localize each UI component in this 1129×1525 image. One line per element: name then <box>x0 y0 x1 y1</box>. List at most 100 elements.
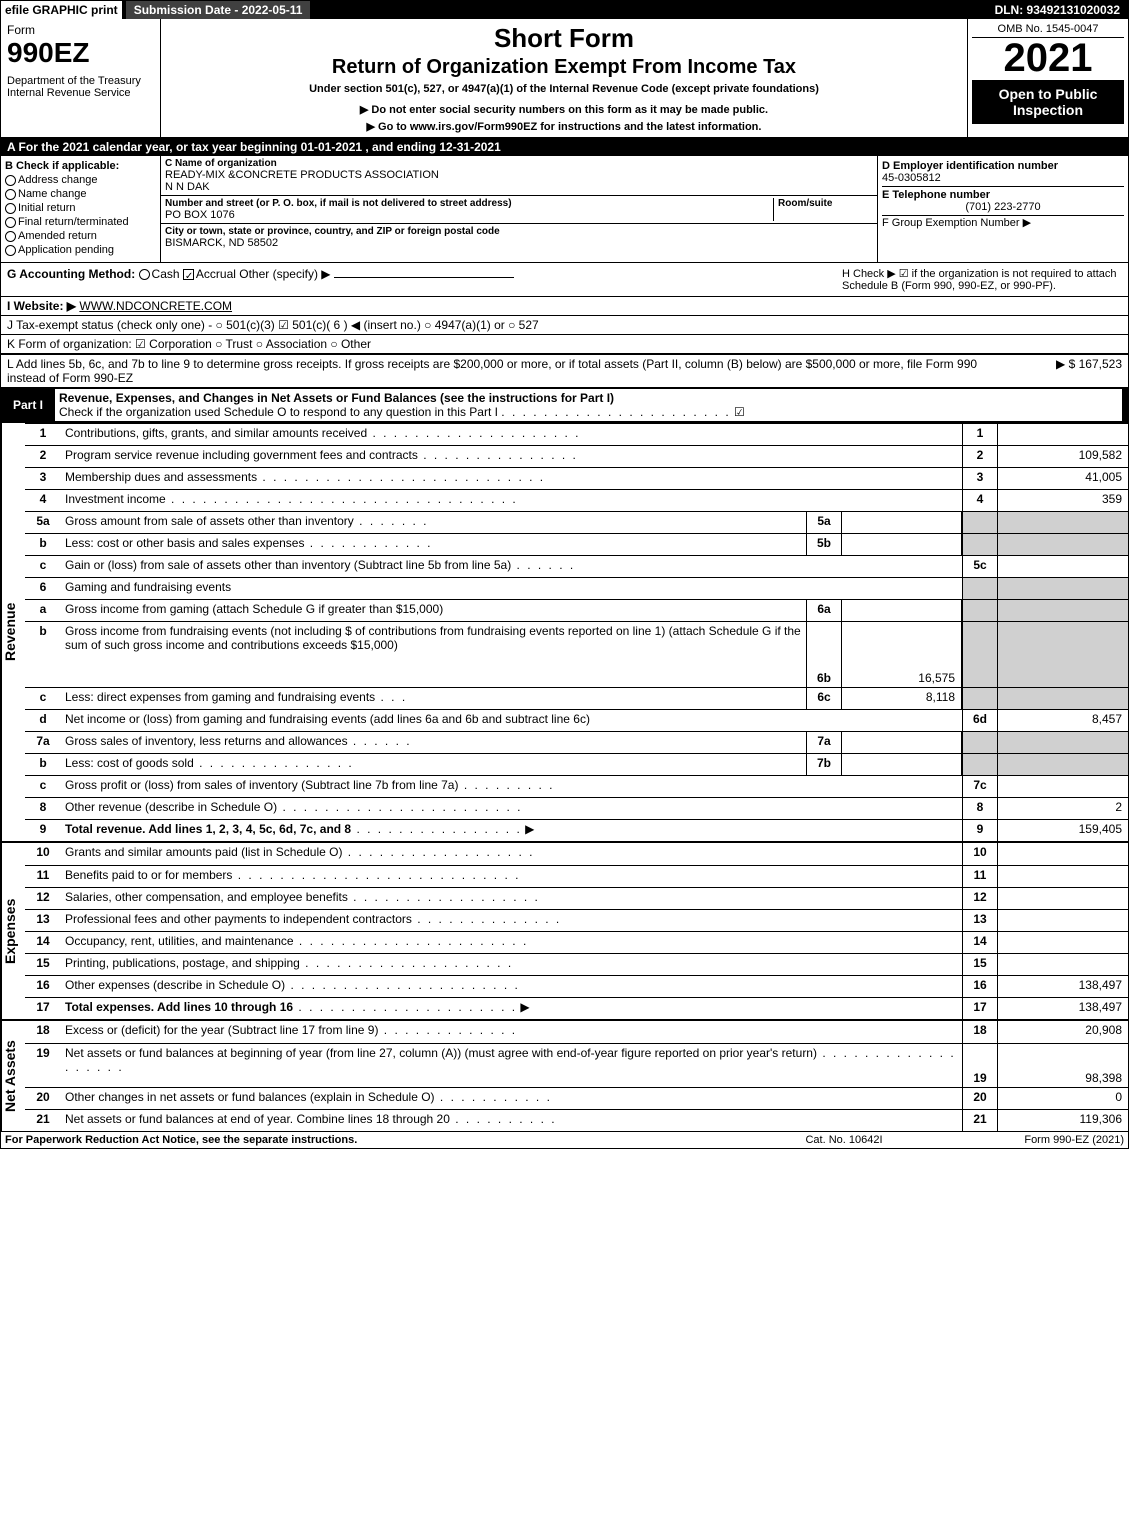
chk-application-pending[interactable]: Application pending <box>5 244 156 256</box>
accounting-cash: Cash <box>152 267 180 281</box>
part-i-header: Part I Revenue, Expenses, and Changes in… <box>1 387 1128 423</box>
row-j: J Tax-exempt status (check only one) - ○… <box>1 315 1128 334</box>
col-b: B Check if applicable: Address change Na… <box>1 156 161 262</box>
line-17: 17 Total expenses. Add lines 10 through … <box>25 997 1128 1019</box>
dln: DLN: 93492131020032 <box>987 1 1128 19</box>
row-i: I Website: ▶ WWW.NDCONCRETE.COM <box>1 296 1128 315</box>
room-label: Room/suite <box>778 198 873 209</box>
accounting-accrual: Accrual <box>196 267 236 281</box>
line-3: 3 Membership dues and assessments . . . … <box>25 467 1128 489</box>
title-row: Form 990EZ Department of the Treasury In… <box>1 19 1128 138</box>
tel-value: (701) 223-2770 <box>882 201 1124 213</box>
title-right: OMB No. 1545-0047 2021 Open to Public In… <box>968 19 1128 137</box>
title-left: Form 990EZ Department of the Treasury In… <box>1 19 161 137</box>
chk-address-change[interactable]: Address change <box>5 174 156 186</box>
ein-label: D Employer identification number <box>882 160 1124 172</box>
city-row: City or town, state or province, country… <box>161 224 877 251</box>
footer: For Paperwork Reduction Act Notice, see … <box>1 1131 1128 1148</box>
line-19: 19 Net assets or fund balances at beginn… <box>25 1043 1128 1087</box>
col-c: C Name of organization READY-MIX &CONCRE… <box>161 156 878 262</box>
line-9: 9 Total revenue. Add lines 1, 2, 3, 4, 5… <box>25 819 1128 841</box>
footer-right: Form 990-EZ (2021) <box>944 1134 1124 1146</box>
part-i-sub: Check if the organization used Schedule … <box>59 405 498 419</box>
short-form-title: Short Form <box>165 23 963 54</box>
row-g: G Accounting Method: Cash Accrual Other … <box>1 263 1128 296</box>
tel-label: E Telephone number <box>882 189 1124 201</box>
website-label: I Website: ▶ <box>7 299 76 313</box>
street-label: Number and street (or P. O. box, if mail… <box>165 198 773 209</box>
org-name-2: N N DAK <box>165 181 873 193</box>
street-value: PO BOX 1076 <box>165 209 773 221</box>
org-name-row: C Name of organization READY-MIX &CONCRE… <box>161 156 877 196</box>
section-h: H Check ▶ ☑ if the organization is not r… <box>842 267 1122 292</box>
line-6d: d Net income or (loss) from gaming and f… <box>25 709 1128 731</box>
accounting-label: G Accounting Method: <box>7 267 135 281</box>
footer-center: Cat. No. 10642I <box>744 1134 944 1146</box>
under-section: Under section 501(c), 527, or 4947(a)(1)… <box>165 83 963 95</box>
chk-final-return[interactable]: Final return/terminated <box>5 216 156 228</box>
header-bar: efile GRAPHIC print Submission Date - 20… <box>1 1 1128 19</box>
chk-initial-return[interactable]: Initial return <box>5 202 156 214</box>
line-21: 21 Net assets or fund balances at end of… <box>25 1109 1128 1131</box>
line-1: 1 Contributions, gifts, grants, and simi… <box>25 423 1128 445</box>
line-7c: c Gross profit or (loss) from sales of i… <box>25 775 1128 797</box>
line-6: 6 Gaming and fundraising events <box>25 577 1128 599</box>
line-20: 20 Other changes in net assets or fund b… <box>25 1087 1128 1109</box>
open-to-public: Open to Public Inspection <box>972 80 1124 124</box>
city-value: BISMARCK, ND 58502 <box>165 237 873 249</box>
line-7b: b Less: cost of goods sold . . . . . . .… <box>25 753 1128 775</box>
line-18: 18 Excess or (deficit) for the year (Sub… <box>25 1021 1128 1043</box>
tax-year: 2021 <box>972 38 1124 78</box>
submission-date: Submission Date - 2022-05-11 <box>126 1 311 19</box>
efile-label: efile GRAPHIC print <box>1 1 122 19</box>
line-8: 8 Other revenue (describe in Schedule O)… <box>25 797 1128 819</box>
part-i-label: Part I <box>7 396 49 414</box>
line-14: 14 Occupancy, rent, utilities, and maint… <box>25 931 1128 953</box>
line-13: 13 Professional fees and other payments … <box>25 909 1128 931</box>
revenue-block: Revenue 1 Contributions, gifts, grants, … <box>1 423 1128 841</box>
net-assets-block: Net Assets 18 Excess or (deficit) for th… <box>1 1019 1128 1131</box>
expenses-side-label: Expenses <box>1 843 25 1019</box>
footer-left: For Paperwork Reduction Act Notice, see … <box>5 1134 744 1146</box>
line-15: 15 Printing, publications, postage, and … <box>25 953 1128 975</box>
col-d: D Employer identification number 45-0305… <box>878 156 1128 262</box>
line-12: 12 Salaries, other compensation, and emp… <box>25 887 1128 909</box>
dont-enter: ▶ Do not enter social security numbers o… <box>165 103 963 116</box>
ein-row: D Employer identification number 45-0305… <box>882 158 1124 187</box>
row-l: L Add lines 5b, 6c, and 7b to line 9 to … <box>1 355 1128 387</box>
tel-row: E Telephone number (701) 223-2770 <box>882 187 1124 216</box>
section-a: A For the 2021 calendar year, or tax yea… <box>1 138 1128 156</box>
form-code: 990EZ <box>7 37 154 69</box>
line-10: 10 Grants and similar amounts paid (list… <box>25 843 1128 865</box>
line-5b: b Less: cost or other basis and sales ex… <box>25 533 1128 555</box>
return-title: Return of Organization Exempt From Incom… <box>165 56 963 79</box>
goto-link[interactable]: ▶ Go to www.irs.gov/Form990EZ for instru… <box>165 120 963 133</box>
part-i-title: Revenue, Expenses, and Changes in Net As… <box>55 389 1122 421</box>
part-i-check: ☑ <box>734 405 745 419</box>
row-l-text: L Add lines 5b, 6c, and 7b to line 9 to … <box>7 357 1002 385</box>
expenses-block: Expenses 10 Grants and similar amounts p… <box>1 841 1128 1019</box>
net-assets-side-label: Net Assets <box>1 1021 25 1131</box>
title-center: Short Form Return of Organization Exempt… <box>161 19 968 137</box>
chk-name-change[interactable]: Name change <box>5 188 156 200</box>
street-row: Number and street (or P. O. box, if mail… <box>161 196 877 224</box>
row-l-amount: ▶ $ 167,523 <box>1002 357 1122 385</box>
accounting-other: Other (specify) ▶ <box>239 267 330 281</box>
row-bcd: B Check if applicable: Address change Na… <box>1 156 1128 263</box>
chk-amended-return[interactable]: Amended return <box>5 230 156 242</box>
org-name-label: C Name of organization <box>165 158 873 169</box>
group-exemption: F Group Exemption Number ▶ <box>882 216 1124 229</box>
line-5c: c Gain or (loss) from sale of assets oth… <box>25 555 1128 577</box>
line-6c: c Less: direct expenses from gaming and … <box>25 687 1128 709</box>
form-990ez: efile GRAPHIC print Submission Date - 20… <box>0 0 1129 1149</box>
line-2: 2 Program service revenue including gove… <box>25 445 1128 467</box>
form-word: Form <box>7 23 154 37</box>
revenue-side-label: Revenue <box>1 423 25 841</box>
line-6b: b Gross income from fundraising events (… <box>25 621 1128 687</box>
website-value[interactable]: WWW.NDCONCRETE.COM <box>79 299 232 313</box>
line-5a: 5a Gross amount from sale of assets othe… <box>25 511 1128 533</box>
city-label: City or town, state or province, country… <box>165 226 873 237</box>
ein-value: 45-0305812 <box>882 172 1124 184</box>
line-6a: a Gross income from gaming (attach Sched… <box>25 599 1128 621</box>
line-7a: 7a Gross sales of inventory, less return… <box>25 731 1128 753</box>
